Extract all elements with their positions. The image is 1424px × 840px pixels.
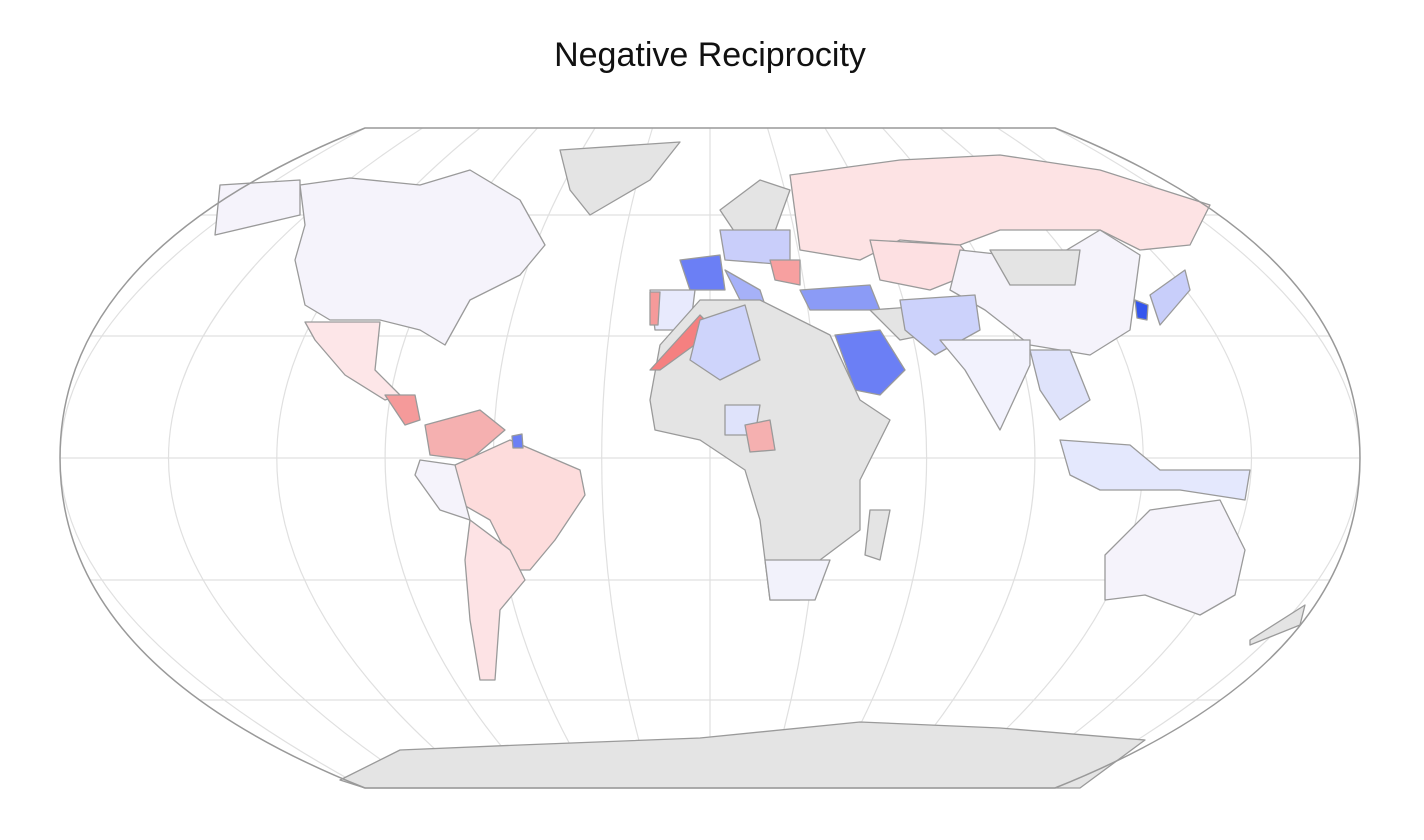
country	[679, 254, 726, 291]
country	[1149, 269, 1191, 326]
country	[511, 433, 524, 449]
country	[744, 419, 776, 453]
graticule-line	[168, 128, 423, 788]
globe-outline	[59, 127, 1361, 789]
country	[414, 459, 471, 521]
country	[339, 721, 1146, 789]
country	[424, 409, 506, 461]
map-title: Negative Reciprocity	[554, 36, 866, 74]
graticule-line	[601, 128, 654, 788]
country	[789, 154, 1211, 261]
country	[769, 259, 801, 286]
country	[214, 179, 301, 236]
country	[384, 394, 421, 426]
country	[1059, 439, 1251, 501]
country	[649, 291, 661, 326]
country	[799, 284, 881, 311]
country	[1249, 604, 1306, 646]
country	[454, 439, 586, 571]
country	[304, 321, 401, 401]
country	[689, 304, 761, 381]
country	[1104, 499, 1246, 616]
country	[559, 141, 681, 216]
country	[1134, 299, 1149, 321]
country	[294, 169, 546, 346]
country	[864, 509, 891, 561]
country	[1029, 349, 1091, 421]
land-masses	[214, 141, 1306, 789]
country	[464, 519, 526, 681]
country	[989, 249, 1081, 286]
country	[764, 559, 831, 601]
country	[939, 339, 1031, 431]
